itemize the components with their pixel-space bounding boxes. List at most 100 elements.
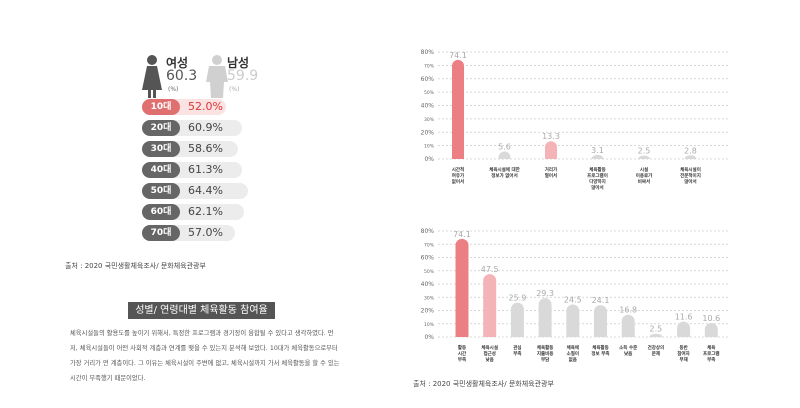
x-tick-label: 부족: [707, 356, 715, 363]
bar: [545, 141, 557, 159]
x-tick-label: 여유가: [452, 172, 465, 179]
x-tick-label: 없음: [569, 356, 577, 363]
male-label: 남성: [227, 56, 250, 70]
x-tick-label: 체육활동: [589, 166, 606, 173]
x-tick-label: 시간적: [452, 166, 464, 173]
x-tick-label: 체육활동: [537, 344, 554, 351]
data-label: 3.1: [591, 146, 604, 155]
y-tick-label: 70%: [424, 242, 435, 248]
x-tick-label: 체육시설에 대한: [489, 166, 520, 173]
x-tick-label: 관심: [513, 344, 521, 351]
x-tick-label: 부족: [513, 350, 521, 357]
bar: [649, 333, 663, 337]
age-value: 57.0%: [188, 226, 223, 239]
x-tick-label: 접근성: [483, 350, 495, 357]
x-tick-label: 부족: [458, 356, 466, 363]
data-label: 47.5: [481, 265, 499, 274]
data-label: 74.1: [449, 51, 467, 60]
age-value: 52.0%: [188, 100, 223, 113]
y-tick-label: 10%: [424, 322, 435, 328]
x-tick-label: 비싸서: [638, 178, 650, 185]
x-tick-label: 체육시설이: [680, 166, 701, 173]
source-left: 출처 : 2020 국민생활체육조사/ 문화체육관광부: [65, 262, 206, 270]
y-tick-label: 30%: [424, 117, 435, 123]
x-tick-label: 이용료가: [636, 172, 653, 179]
data-label: 13.3: [542, 132, 560, 141]
bar: [566, 304, 580, 337]
bar: [621, 314, 635, 337]
x-tick-label: 참여자: [677, 350, 690, 357]
x-tick-label: 건강상의: [648, 344, 665, 351]
age-value: 60.9%: [188, 121, 223, 134]
x-tick-label: 전문적이지: [680, 172, 701, 179]
x-tick-label: 지출비용: [537, 350, 554, 357]
x-tick-label: 없어서: [452, 178, 464, 185]
age-value: 61.3%: [188, 163, 223, 176]
bar: [677, 321, 691, 337]
age-label: 70대: [142, 225, 180, 241]
y-tick-label: 10%: [424, 144, 435, 150]
y-tick-label: 50%: [424, 90, 435, 96]
x-tick-label: 프로그램: [703, 350, 720, 357]
age-label: 20대: [142, 120, 180, 136]
data-label: 2.5: [638, 147, 651, 156]
x-tick-label: 문제: [652, 350, 660, 357]
y-tick-label: 0%: [424, 156, 434, 163]
age-value: 64.4%: [188, 184, 223, 197]
y-tick-label: 20%: [421, 308, 435, 315]
male-icon: [206, 55, 228, 98]
x-tick-label: 낮음: [486, 356, 494, 363]
female-icon: [142, 55, 162, 98]
data-label: 11.6: [675, 313, 693, 322]
x-tick-label: 다양하지: [589, 178, 606, 185]
x-tick-label: 체육에: [567, 344, 579, 351]
age-value: 58.6%: [188, 142, 223, 155]
y-tick-label: 30%: [424, 295, 435, 301]
age-label: 60대: [142, 204, 180, 220]
age-label: 10대: [142, 99, 180, 115]
x-tick-label: 정보 부족: [591, 350, 609, 357]
x-tick-label: 시설: [640, 166, 648, 173]
bar: [510, 302, 524, 337]
bar: [684, 155, 697, 159]
x-tick-label: 멀어서: [545, 172, 557, 179]
x-tick-label: 않아서: [684, 178, 696, 185]
x-tick-label: 활동: [458, 344, 466, 351]
x-tick-label: 부재: [679, 356, 687, 363]
data-label: 5.6: [498, 143, 511, 152]
data-label: 24.5: [564, 296, 582, 305]
source-right: 출처 : 2020 국민생활체육조사/ 문화체육관광부: [413, 380, 554, 388]
data-label: 74.1: [453, 230, 471, 239]
x-tick-label: 부담: [541, 356, 550, 363]
male-unit: (%): [229, 86, 240, 93]
gender-icons: [142, 55, 228, 98]
y-tick-label: 0%: [424, 334, 434, 341]
x-tick-label: 체육시설: [481, 344, 498, 351]
female-label: 여성: [166, 56, 189, 70]
data-label: 29.3: [536, 289, 554, 298]
data-label: 25.9: [508, 294, 526, 303]
age-label: 40대: [142, 162, 180, 178]
x-tick-label: 소질이: [567, 350, 579, 357]
bar: [538, 298, 552, 337]
y-tick-label: 60%: [421, 76, 435, 83]
y-tick-label: 40%: [421, 103, 435, 110]
chart-reasons-barriers: 0%10%20%30%40%50%60%70%80% 74.1활동시간부족47.5…: [421, 228, 730, 363]
y-tick-label: 70%: [424, 63, 435, 69]
bar: [455, 238, 469, 337]
y-tick-label: 50%: [424, 269, 435, 275]
female-value: 60.3: [166, 68, 198, 84]
x-tick-label: 않아서: [591, 184, 603, 191]
age-label: 50대: [142, 183, 180, 199]
bar: [498, 151, 511, 159]
bar: [594, 305, 607, 337]
age-label: 30대: [142, 141, 180, 157]
data-label: 10.6: [702, 314, 720, 323]
data-label: 2.5: [650, 325, 663, 334]
x-tick-label: 시간: [458, 350, 467, 357]
bar: [452, 59, 464, 159]
x-tick-label: 소득 수준: [619, 344, 637, 351]
x-tick-label: 프로그램이: [587, 172, 608, 179]
section-title: 성별/ 연령대별 체육활동 참여율: [128, 302, 275, 319]
female-unit: (%): [168, 86, 179, 93]
